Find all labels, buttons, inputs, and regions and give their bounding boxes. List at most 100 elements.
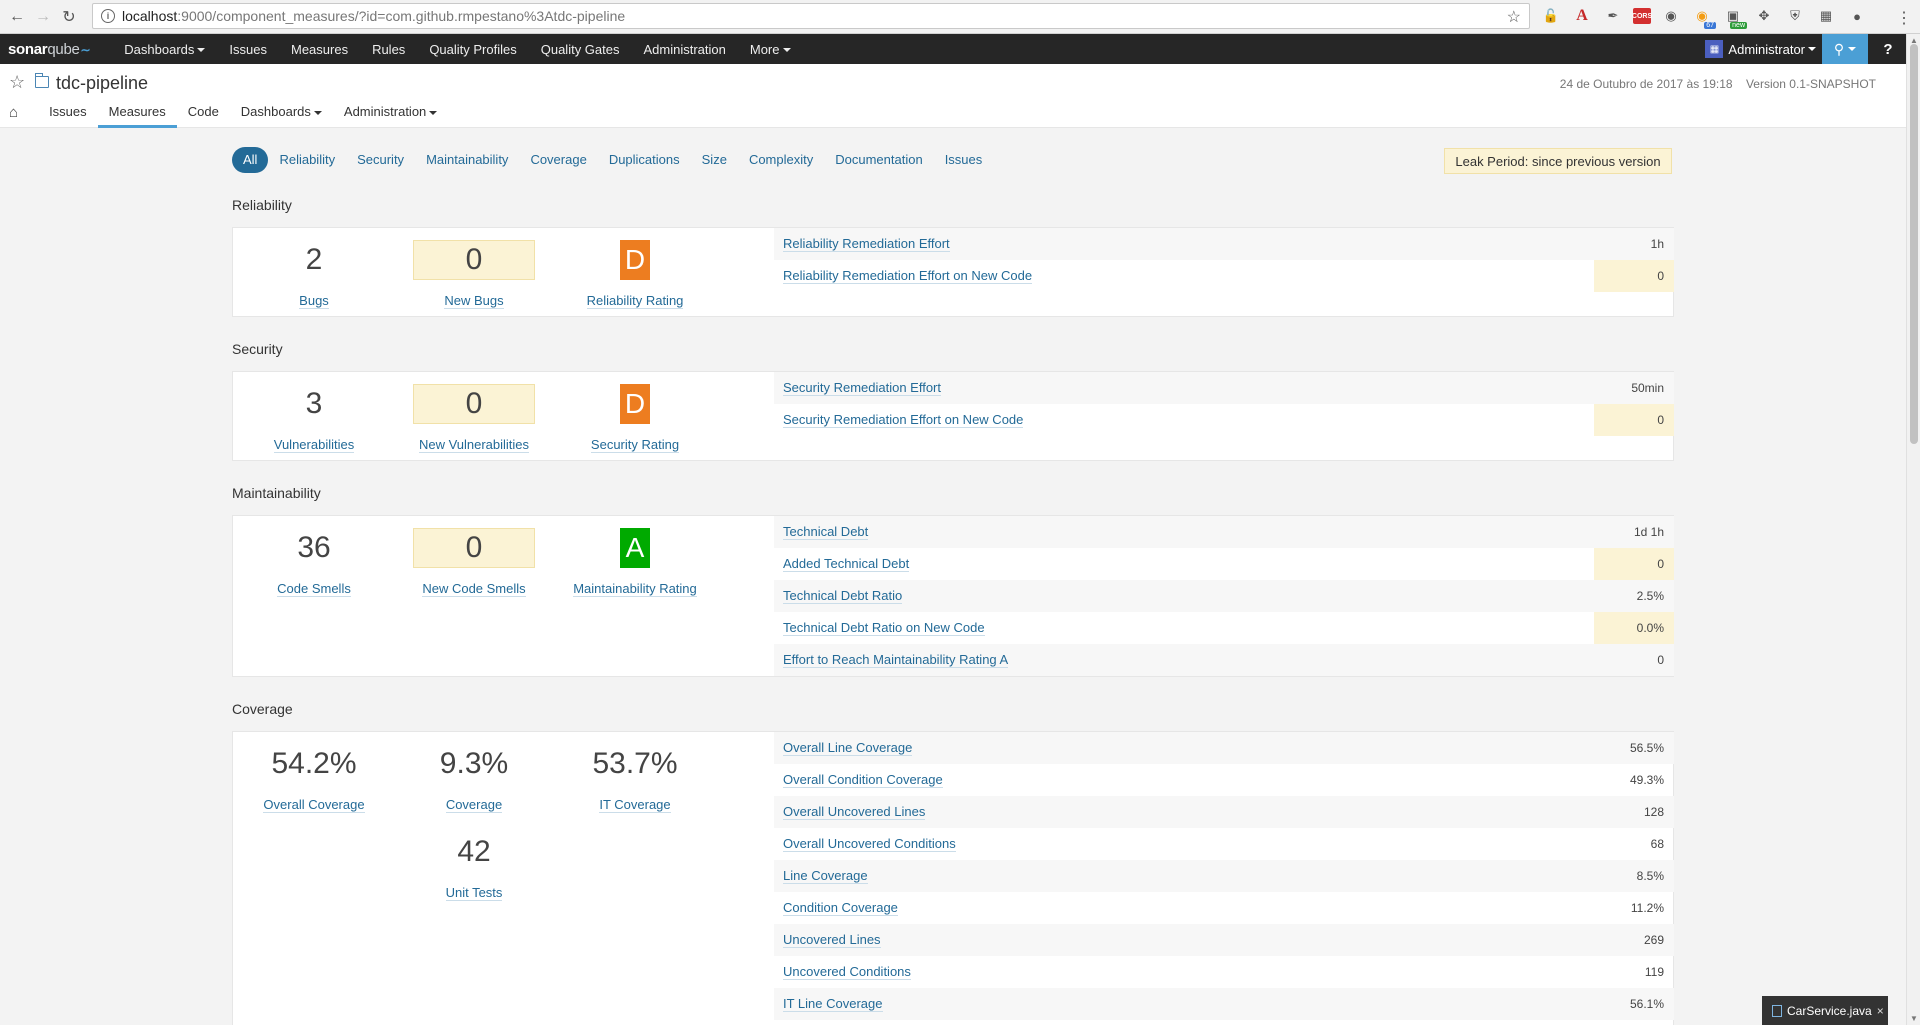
domain-tab-coverage[interactable]: Coverage bbox=[530, 152, 587, 167]
list-item[interactable]: Reliability Remediation Effort on New Co… bbox=[774, 260, 1674, 292]
list-item[interactable]: Added Technical Debt 0 bbox=[774, 548, 1674, 580]
reliability-rating-link[interactable]: Reliability Rating bbox=[586, 293, 684, 309]
domain-tab-security[interactable]: Security bbox=[357, 152, 405, 167]
list-item[interactable]: Overall Line Coverage 56.5% bbox=[774, 732, 1674, 764]
list-item[interactable]: Effort to Reach Maintainability Rating A… bbox=[774, 644, 1674, 676]
favorite-star-icon[interactable]: ☆ bbox=[9, 72, 26, 92]
browser-menu-icon[interactable]: ⋮ bbox=[1896, 10, 1912, 27]
list-item[interactable]: IT Line Coverage 56.1% bbox=[774, 988, 1674, 1020]
scrollbar-thumb[interactable] bbox=[1910, 44, 1918, 444]
home-icon[interactable]: ⌂ bbox=[9, 104, 19, 121]
tab-administration[interactable]: Administration bbox=[333, 103, 448, 128]
reload-icon[interactable]: ↻ bbox=[62, 8, 76, 26]
list-item[interactable]: Uncovered Conditions 119 bbox=[783, 963, 1664, 980]
list-item[interactable]: Reliability Remediation Effort 1h bbox=[774, 228, 1674, 260]
tab-measures[interactable]: Measures bbox=[97, 103, 177, 128]
puzzle-extension-icon[interactable]: ▦ bbox=[1819, 8, 1833, 23]
vulnerabilities-value[interactable]: 3 bbox=[305, 387, 323, 420]
domain-tab-complexity[interactable]: Complexity bbox=[748, 152, 814, 167]
new-code-smells-value[interactable]: 0 bbox=[413, 528, 535, 568]
list-item[interactable]: Overall Condition Coverage 49.3% bbox=[783, 771, 1664, 788]
nav-issues[interactable]: Issues bbox=[229, 41, 267, 57]
tab-dashboards[interactable]: Dashboards bbox=[230, 103, 333, 128]
acrobat-extension-icon[interactable]: A bbox=[1576, 7, 1588, 24]
domain-tab-issues[interactable]: Issues bbox=[944, 152, 983, 167]
file-workspace-chip[interactable]: CarService.java × bbox=[1762, 996, 1888, 1025]
coverage-value[interactable]: 9.3% bbox=[439, 747, 509, 780]
nav-measures[interactable]: Measures bbox=[290, 41, 349, 57]
domain-tab-reliability[interactable]: Reliability bbox=[279, 152, 336, 167]
list-item[interactable]: Line Coverage 8.5% bbox=[774, 860, 1674, 892]
list-item[interactable]: Security Remediation Effort 50min bbox=[774, 372, 1674, 404]
new-bugs-link[interactable]: New Bugs bbox=[444, 293, 504, 309]
maintainability-rating-badge[interactable]: A bbox=[620, 528, 650, 568]
bugs-value[interactable]: 2 bbox=[305, 243, 323, 276]
list-item[interactable]: Uncovered Lines 269 bbox=[774, 924, 1674, 956]
tab-code[interactable]: Code bbox=[187, 104, 219, 119]
list-item[interactable]: Technical Debt 1d 1h bbox=[774, 516, 1674, 548]
lock-extension-icon[interactable]: 🔓 bbox=[1542, 8, 1560, 23]
nav-quality-gates[interactable]: Quality Gates bbox=[540, 41, 620, 57]
forward-icon[interactable]: → bbox=[35, 7, 51, 25]
code-smells-value[interactable]: 36 bbox=[297, 531, 331, 564]
cors-extension-icon[interactable]: CORS bbox=[1632, 8, 1652, 24]
list-item[interactable]: Technical Debt Ratio 2.5% bbox=[774, 580, 1674, 612]
nav-quality-profiles[interactable]: Quality Profiles bbox=[429, 41, 517, 57]
nav-rules[interactable]: Rules bbox=[372, 41, 406, 57]
shield-extension-icon[interactable]: ⛨ bbox=[1790, 8, 1800, 23]
camera-extension-icon[interactable]: ◉ bbox=[1665, 8, 1677, 23]
scroll-up-icon[interactable]: ▲ bbox=[1910, 36, 1918, 45]
project-name[interactable]: tdc-pipeline bbox=[56, 73, 149, 93]
address-bar[interactable]: i localhost:9000/component_measures/?id=… bbox=[92, 3, 1530, 29]
new-vulnerabilities-link[interactable]: New Vulnerabilities bbox=[418, 437, 530, 453]
overall-coverage-link[interactable]: Overall Coverage bbox=[263, 797, 365, 813]
tab-issues[interactable]: Issues bbox=[49, 104, 87, 119]
new-vulnerabilities-value[interactable]: 0 bbox=[413, 384, 535, 424]
info-icon[interactable]: i bbox=[101, 9, 115, 23]
maintainability-rating-link[interactable]: Maintainability Rating bbox=[573, 581, 697, 597]
reliability-rating-badge[interactable]: D bbox=[620, 240, 650, 280]
sonarqube-logo[interactable]: sonarqube∼ bbox=[8, 40, 91, 58]
scroll-down-icon[interactable]: ▼ bbox=[1910, 1014, 1918, 1023]
back-icon[interactable]: ← bbox=[9, 7, 25, 25]
list-item[interactable]: Technical Debt Ratio on New Code 0.0% bbox=[774, 612, 1674, 644]
list-item[interactable]: Security Remediation Effort on New Code 0 bbox=[774, 404, 1674, 436]
nav-administration[interactable]: Administration bbox=[643, 41, 726, 57]
unit-tests-value[interactable]: 42 bbox=[457, 835, 491, 868]
it-coverage-link[interactable]: IT Coverage bbox=[599, 797, 671, 813]
domain-tab-documentation[interactable]: Documentation bbox=[835, 152, 923, 167]
page-scrollbar[interactable]: ▲ ▼ bbox=[1906, 34, 1920, 1025]
coverage-link[interactable]: Coverage bbox=[445, 797, 503, 813]
vulnerabilities-link[interactable]: Vulnerabilities bbox=[273, 437, 355, 453]
search-button[interactable]: ⚲ bbox=[1822, 34, 1868, 64]
help-icon[interactable]: ? bbox=[1883, 40, 1893, 58]
domain-tab-duplications[interactable]: Duplications bbox=[608, 152, 680, 167]
bugs-link[interactable]: Bugs bbox=[299, 293, 329, 309]
domain-tab-maintainability[interactable]: Maintainability bbox=[426, 152, 509, 167]
rss-extension-icon[interactable]: ◉ 67 bbox=[1696, 8, 1716, 29]
domain-tab-size[interactable]: Size bbox=[701, 152, 727, 167]
user-menu[interactable]: ▦ Administrator bbox=[1705, 40, 1816, 58]
globe-extension-icon[interactable]: ● bbox=[1853, 8, 1861, 24]
it-coverage-value[interactable]: 53.7% bbox=[592, 747, 678, 780]
security-rating-link[interactable]: Security Rating bbox=[590, 437, 680, 453]
list-item[interactable]: Overall Uncovered Lines 128 bbox=[774, 796, 1674, 828]
close-icon[interactable]: × bbox=[1876, 1003, 1884, 1018]
code-smells-link[interactable]: Code Smells bbox=[277, 581, 351, 597]
nav-dashboards[interactable]: Dashboards bbox=[112, 42, 217, 57]
bookmark-star-icon[interactable]: ☆ bbox=[1506, 9, 1521, 26]
domain-tab-all[interactable]: All bbox=[232, 147, 269, 173]
list-item[interactable]: Condition Coverage 11.2% bbox=[783, 899, 1664, 916]
move-extension-icon[interactable]: ✥ bbox=[1758, 8, 1770, 23]
unit-tests-link[interactable]: Unit Tests bbox=[445, 885, 503, 901]
user-name: Administrator bbox=[1728, 41, 1805, 57]
new-code-smells-link[interactable]: New Code Smells bbox=[422, 581, 526, 597]
overall-coverage-value[interactable]: 54.2% bbox=[271, 747, 357, 780]
security-rating-badge[interactable]: D bbox=[620, 384, 650, 424]
eyedropper-extension-icon[interactable]: ✒ bbox=[1607, 8, 1619, 23]
list-item[interactable]: Overall Uncovered Conditions 68 bbox=[783, 835, 1664, 852]
new-bugs-value[interactable]: 0 bbox=[413, 240, 535, 280]
nav-more[interactable]: More bbox=[738, 42, 803, 57]
screen-extension-icon[interactable]: ▣ new bbox=[1726, 8, 1747, 29]
url-path: :9000/component_measures/?id=com.github.… bbox=[177, 8, 626, 24]
